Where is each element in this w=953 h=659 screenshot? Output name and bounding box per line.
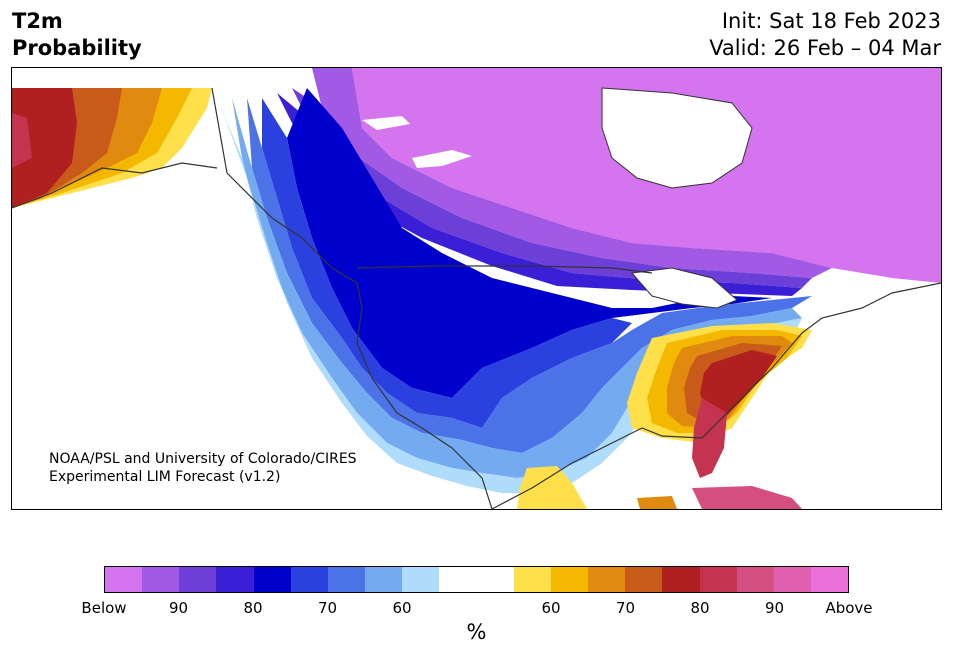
- cuba-warm: [637, 496, 677, 509]
- colorbar-tick-label: 80: [243, 599, 263, 617]
- colorbar-ticks: Below 90 80 70 60 60 70 80 90 Above: [0, 599, 953, 619]
- colorbar-segment: [662, 567, 700, 592]
- colorbar: [104, 566, 849, 593]
- forecast-map: [11, 67, 942, 510]
- colorbar-segment: [773, 567, 811, 592]
- colorbar-segment: [625, 567, 663, 592]
- mexico-yellow: [517, 466, 587, 509]
- colorbar-unit: %: [466, 620, 487, 644]
- zone-cornflower: [247, 98, 812, 453]
- colorbar-segment: [550, 567, 589, 592]
- colorbar-segment: [105, 567, 143, 592]
- alaska-red: [12, 88, 77, 208]
- gulf-coast: [491, 282, 941, 509]
- hispaniola-warm: [692, 486, 802, 509]
- colorbar-segment: [290, 567, 328, 592]
- great-bear-lake: [362, 116, 410, 130]
- colorbar-tick-label: 70: [615, 599, 636, 617]
- north-cold-anomaly: [217, 68, 941, 493]
- credit-line-1: NOAA/PSL and University of Colorado/CIRE…: [49, 451, 357, 467]
- colorbar-segment: [476, 567, 514, 592]
- zone-royal: [262, 98, 632, 428]
- hudson-bay: [601, 87, 753, 189]
- colorbar-segment: [513, 567, 551, 592]
- colorbar-tick-label: Above: [825, 599, 873, 617]
- us-canada-border: [356, 265, 653, 274]
- colorbar-tick-label: 90: [168, 599, 189, 617]
- colorbar-segment: [588, 567, 626, 592]
- colorbar-tick-label: 70: [317, 599, 338, 617]
- colorbar-segment: [402, 567, 440, 592]
- se-crimson: [692, 398, 727, 478]
- colorbar-tick-label: 60: [392, 599, 412, 617]
- chart-title: T2m Probability: [12, 8, 142, 62]
- zone-purple: [292, 88, 812, 288]
- colorbar-tick-label: 90: [764, 599, 785, 617]
- zone-violet: [312, 68, 832, 278]
- southeast-warm-anomaly: [627, 323, 812, 478]
- colorbar-segment: [142, 567, 180, 592]
- title-line-2: Probability: [12, 36, 142, 60]
- credit-text: NOAA/PSL and University of Colorado/CIRE…: [49, 450, 357, 486]
- colorbar-segment: [253, 567, 291, 592]
- forecast-dates: Init: Sat 18 Feb 2023 Valid: 26 Feb – 04…: [709, 8, 941, 62]
- init-date: Init: Sat 18 Feb 2023: [721, 9, 941, 33]
- colorbar-tick-label: 80: [690, 599, 710, 617]
- colorbar-segment: [327, 567, 366, 592]
- colorbar-segment: [699, 567, 737, 592]
- colorbar-segment: [216, 567, 254, 592]
- colorbar-tick-label: Below: [81, 599, 127, 617]
- west-coast: [211, 87, 493, 509]
- great-slave-lake: [412, 150, 472, 168]
- alaska-coast: [12, 162, 218, 209]
- colorbar-segment: [810, 567, 849, 592]
- colorbar-segment: [736, 567, 774, 592]
- colorbar-tick-label: 60: [541, 599, 561, 617]
- alaska-crimson: [12, 113, 32, 168]
- borders: [12, 87, 941, 509]
- valid-date: Valid: 26 Feb – 04 Mar: [709, 36, 941, 60]
- great-lakes: [631, 267, 738, 309]
- zone-blue-core: [287, 88, 772, 398]
- title-line-1: T2m: [12, 9, 63, 33]
- colorbar-segment: [439, 567, 477, 592]
- credit-line-2: Experimental LIM Forecast (v1.2): [49, 469, 281, 485]
- colorbar-segment: [179, 567, 217, 592]
- alaska-warm-anomaly: [12, 88, 212, 208]
- se-red: [700, 350, 777, 418]
- colorbar-segment: [365, 567, 403, 592]
